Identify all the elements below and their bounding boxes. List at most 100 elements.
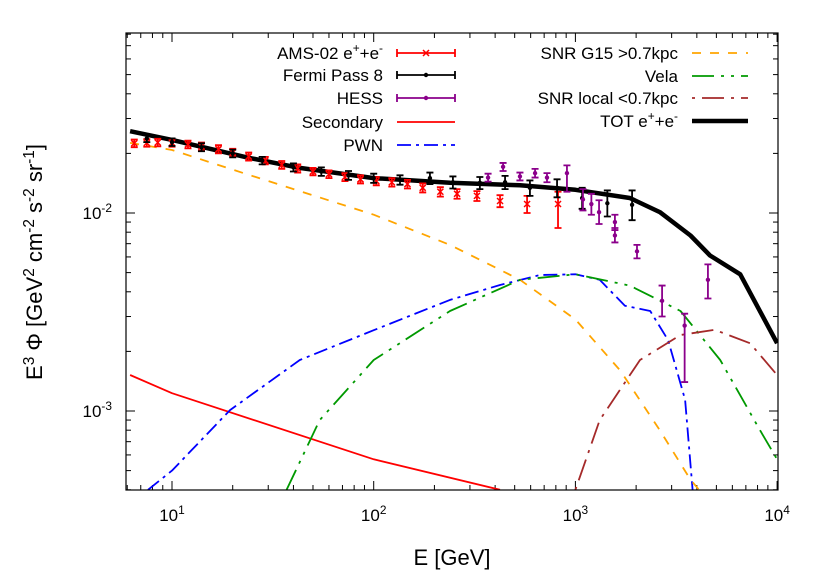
data-point	[388, 177, 396, 188]
x-marker	[294, 164, 302, 172]
y-axis-label-superscript: -2	[21, 219, 38, 233]
data-point	[476, 176, 484, 191]
x-marker	[554, 200, 562, 208]
legend-entry: AMS-02 e++e-	[277, 41, 456, 63]
dot-marker	[319, 169, 324, 174]
data-point	[499, 162, 507, 172]
dot-marker	[612, 219, 618, 225]
y-axis-label: E3 Φ [GeV2 cm-2 s-2 sr-1]	[21, 144, 48, 380]
data-point	[496, 194, 504, 209]
model-curve-tot-e-e-	[129, 128, 778, 345]
y-axis-label-superscript: 3	[21, 357, 38, 366]
data-point	[681, 312, 689, 383]
data-point	[553, 178, 561, 199]
dot-marker	[596, 209, 602, 215]
legend-label-superscript: +	[353, 41, 360, 55]
model-curves	[129, 128, 778, 490]
legend-label: AMS-02 e++e-	[277, 41, 383, 63]
x-marker	[422, 49, 430, 57]
y-axis-label-text: cm	[22, 233, 47, 268]
dot-marker	[477, 180, 483, 186]
data-point	[704, 263, 712, 300]
dot-marker	[144, 136, 149, 141]
legend-entry: Fermi Pass 8	[283, 66, 456, 85]
dot-marker	[259, 158, 265, 163]
x-tick-label-superscript: 3	[582, 503, 589, 517]
y-tick-label-superscript: -2	[101, 201, 112, 215]
data-point	[523, 195, 531, 214]
x-tick-label: 103	[563, 503, 589, 525]
dot-marker	[199, 144, 204, 150]
y-axis-label-text: s	[22, 202, 47, 219]
data-point	[449, 175, 457, 190]
legend-label: SNR local <0.7kpc	[538, 89, 679, 108]
data-point	[289, 162, 297, 173]
data-point	[325, 169, 333, 180]
dot-marker	[634, 249, 640, 254]
x-marker	[403, 180, 411, 188]
legend-label: Secondary	[302, 113, 384, 132]
x-marker	[154, 138, 162, 147]
legend-label-superscript: -	[379, 41, 383, 55]
data-point	[531, 168, 539, 179]
x-marker	[261, 157, 269, 165]
data-point	[516, 171, 524, 182]
x-tick-label-superscript: 2	[380, 503, 387, 517]
x-marker	[356, 175, 365, 183]
legend-label: TOT e++e-	[600, 109, 678, 131]
data-point	[370, 172, 378, 184]
legend-label-text: Vela	[645, 67, 679, 86]
x-marker	[184, 140, 192, 148]
dot-marker	[230, 151, 235, 156]
y-axis-label-text: E	[22, 365, 47, 380]
x-tick-label: 101	[159, 503, 185, 525]
y-tick-label-superscript: -3	[101, 399, 112, 413]
model-curve-pwn	[147, 273, 694, 490]
dot-marker	[423, 72, 429, 78]
data-points	[130, 133, 712, 383]
x-tick-label-text: 10	[563, 506, 582, 525]
y-axis-label-superscript: 2	[21, 268, 38, 277]
data-point	[317, 166, 325, 177]
x-marker	[419, 184, 427, 192]
y-tick-label-text: 10	[83, 204, 102, 223]
legend: AMS-02 e++e-Fermi Pass 8HESSSecondaryPWN…	[277, 41, 748, 155]
legend-label-superscript: +	[648, 109, 655, 123]
dot-marker	[589, 201, 594, 207]
legend-entry: SNR local <0.7kpc	[538, 89, 748, 108]
legend-label: HESS	[337, 89, 383, 108]
legend-label-text: Fermi Pass 8	[283, 66, 383, 85]
x-marker	[245, 152, 253, 160]
x-tick-label: 102	[361, 503, 387, 525]
legend-entry: Vela	[645, 67, 748, 86]
legend-label-text: HESS	[337, 89, 383, 108]
x-axis-label-text: E [GeV]	[413, 545, 490, 570]
legend-label-text: +e	[360, 44, 379, 63]
y-tick-label: 10-2	[83, 201, 113, 223]
dot-marker	[291, 165, 296, 170]
data-point	[143, 133, 151, 144]
dot-marker	[705, 277, 711, 282]
x-tick-label-text: 10	[159, 506, 178, 525]
dot-marker	[485, 175, 491, 180]
data-point	[168, 137, 176, 147]
legend-entry: SNR G15 >0.7kpc	[541, 44, 748, 63]
y-tick-label-text: 10	[83, 402, 102, 421]
x-marker	[388, 178, 396, 186]
data-point	[436, 186, 444, 198]
legend-label-text: Secondary	[302, 113, 384, 132]
dot-marker	[612, 233, 618, 238]
dot-marker	[564, 170, 570, 176]
data-point	[426, 171, 434, 185]
y-axis-label-superscript: -1	[21, 150, 38, 164]
x-marker	[436, 188, 444, 196]
data-point	[526, 179, 534, 197]
dot-marker	[659, 298, 665, 304]
x-marker	[325, 170, 333, 178]
legend-label-text: TOT e	[600, 112, 648, 131]
data-point	[229, 148, 237, 159]
dot-marker	[346, 173, 351, 178]
dot-marker	[554, 185, 560, 191]
x-marker	[278, 161, 286, 169]
